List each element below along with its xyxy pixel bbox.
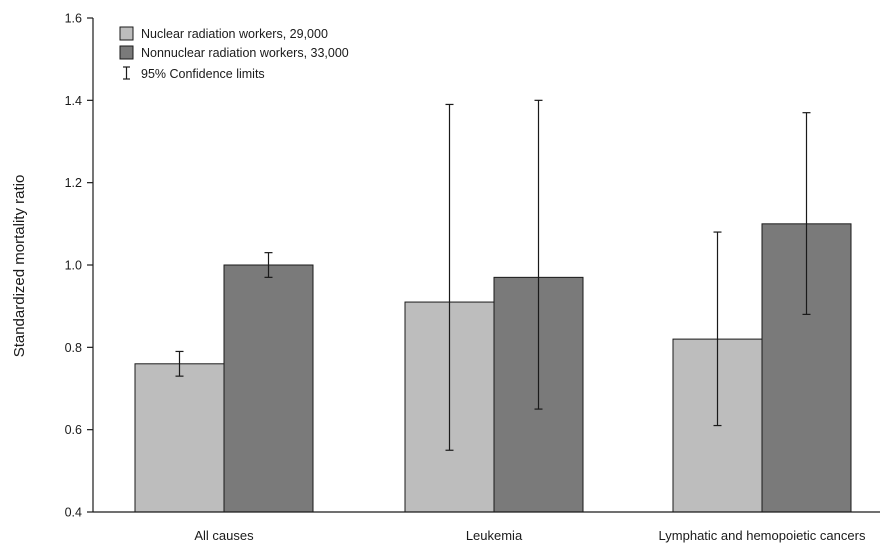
legend-swatch-nonnuclear <box>119 45 134 60</box>
legend-label-ci: 95% Confidence limits <box>141 67 265 81</box>
y-tick-label: 1.0 <box>65 259 82 273</box>
bar-nonnuclear-0 <box>223 264 314 513</box>
y-axis-title: Standardized mortality ratio <box>11 175 28 358</box>
y-tick-label: 0.4 <box>65 506 82 520</box>
error-bar <box>713 231 722 427</box>
x-category-label: Leukemia <box>466 528 523 543</box>
x-category-labels: All causes Leukemia Lymphatic and hemopoie… <box>194 528 866 543</box>
error-bar <box>802 112 811 315</box>
error-bar <box>175 350 184 377</box>
legend: Nuclear radiation workers, 29,000 Nonnuc… <box>119 26 349 81</box>
y-ticks: 0.4 0.6 0.8 1.0 1.2 1.4 1.6 <box>65 12 93 520</box>
error-bar <box>264 252 273 278</box>
bar-nuclear-0 <box>134 363 225 513</box>
error-bar <box>534 99 543 410</box>
bars-layer <box>134 223 852 513</box>
y-tick-label: 0.6 <box>65 423 82 437</box>
legend-swatch-nuclear <box>119 26 134 41</box>
legend-errorbar-icon <box>123 66 130 80</box>
legend-label-nuclear: Nuclear radiation workers, 29,000 <box>141 27 328 41</box>
y-tick-label: 0.8 <box>65 341 82 355</box>
x-category-label: Lymphatic and hemopoietic cancers <box>659 528 866 543</box>
y-tick-label: 1.6 <box>65 12 82 26</box>
error-bar <box>445 103 454 451</box>
errorbars-layer <box>175 99 811 451</box>
y-tick-label: 1.4 <box>65 94 82 108</box>
y-tick-label: 1.2 <box>65 176 82 190</box>
legend-label-nonnuclear: Nonnuclear radiation workers, 33,000 <box>141 46 349 60</box>
x-category-label: All causes <box>194 528 254 543</box>
